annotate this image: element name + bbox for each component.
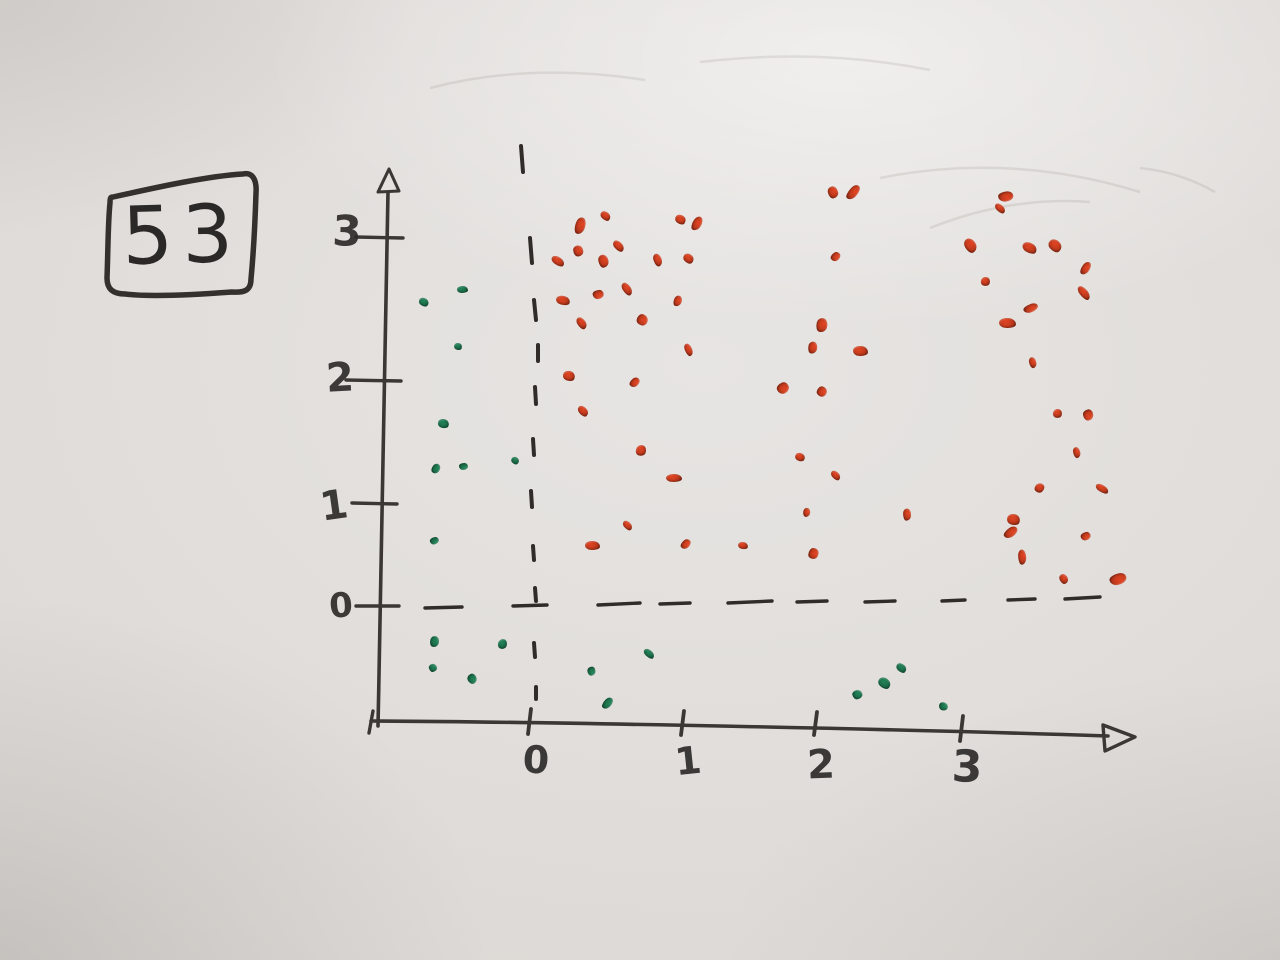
red-data-point <box>852 345 869 358</box>
green-data-point <box>876 674 893 691</box>
smudge-mark <box>1139 166 1216 194</box>
red-data-point <box>620 280 635 297</box>
green-data-point <box>496 637 509 650</box>
red-data-point <box>1001 524 1020 541</box>
red-data-point <box>620 518 634 532</box>
y-axis-ticks <box>344 235 405 608</box>
red-data-point <box>903 508 912 522</box>
red-data-point <box>1057 572 1069 585</box>
red-data-point <box>802 506 812 518</box>
red-data-point <box>829 251 842 263</box>
red-data-point <box>555 293 572 307</box>
green-data-point <box>428 635 441 649</box>
red-data-point <box>627 375 642 390</box>
red-data-point <box>681 251 696 266</box>
red-data-point <box>962 236 980 255</box>
red-data-point <box>815 317 830 334</box>
red-data-point <box>549 254 566 269</box>
red-data-point <box>679 537 693 551</box>
red-data-point <box>573 245 584 258</box>
red-data-point <box>998 316 1017 329</box>
red-data-point <box>1022 301 1040 315</box>
green-data-point <box>458 462 468 470</box>
green-data-point <box>895 661 909 675</box>
red-data-point <box>576 403 591 418</box>
red-data-point <box>634 312 651 328</box>
green-data-point <box>429 462 442 475</box>
red-data-point <box>1027 356 1038 369</box>
red-data-point <box>584 540 600 551</box>
red-data-point <box>737 541 749 551</box>
red-data-point <box>1082 409 1095 422</box>
red-data-point <box>844 183 863 202</box>
red-data-point <box>634 443 648 457</box>
red-data-point <box>1051 407 1064 420</box>
smudge-marks <box>429 55 1216 230</box>
green-data-point <box>852 689 864 701</box>
dashed-vertical-guide-x0 <box>519 144 540 701</box>
green-data-point <box>586 666 596 677</box>
red-data-point <box>1078 260 1093 277</box>
red-data-point <box>688 215 705 234</box>
red-data-point <box>572 216 588 236</box>
green-data-point <box>466 672 479 685</box>
x-axis-start-tick <box>367 709 375 735</box>
red-data-point <box>1079 530 1092 541</box>
red-data-point <box>1076 284 1092 302</box>
red-data-point <box>979 275 992 287</box>
red-data-point <box>682 342 695 358</box>
red-data-point <box>596 254 609 269</box>
red-data-point <box>610 238 626 254</box>
dashed-horizontal-guide-y0 <box>423 595 1102 610</box>
red-data-point <box>666 473 683 483</box>
green-data-point <box>509 455 521 467</box>
red-data-point <box>671 294 684 309</box>
red-data-point <box>599 208 613 223</box>
green-data-point <box>427 663 438 674</box>
green-data-point <box>937 701 949 713</box>
x-axis-ticks <box>526 707 965 743</box>
y-axis-arrowhead-icon <box>376 167 401 194</box>
green-data-point <box>417 295 430 308</box>
red-data-point <box>775 381 791 396</box>
red-data-point <box>1005 511 1022 527</box>
red-data-point <box>1072 446 1082 459</box>
red-data-point <box>1033 481 1047 495</box>
red-data-point <box>574 315 589 331</box>
smudge-mark <box>929 199 1091 230</box>
red-data-point <box>561 368 578 383</box>
red-data-point <box>794 451 807 464</box>
red-data-point <box>806 340 818 354</box>
red-data-point <box>1093 481 1110 496</box>
red-data-point <box>1108 572 1128 587</box>
green-data-point <box>436 417 450 429</box>
red-data-point <box>993 201 1008 216</box>
problem-number-box <box>104 170 259 299</box>
red-data-point <box>1018 549 1027 565</box>
red-data-point <box>673 212 688 227</box>
smudge-mark <box>879 166 1141 194</box>
red-data-point <box>592 289 605 300</box>
red-data-point <box>829 469 843 483</box>
smudge-mark <box>699 55 931 72</box>
green-data-point <box>457 286 469 294</box>
red-data-point <box>1045 236 1064 255</box>
smudge-mark <box>429 71 646 90</box>
x-axis-arrowhead-icon <box>1101 723 1137 753</box>
y-axis-line <box>376 190 390 728</box>
green-data-point <box>641 647 656 661</box>
green-data-point <box>600 695 615 711</box>
red-data-point <box>826 185 839 200</box>
green-data-point <box>429 536 440 546</box>
red-data-point <box>1020 239 1039 257</box>
red-data-point <box>651 252 664 268</box>
red-data-point <box>815 385 830 400</box>
red-data-point <box>806 546 821 562</box>
red-data-point <box>998 191 1015 203</box>
green-data-point <box>453 342 464 353</box>
x-axis-line <box>369 719 1110 738</box>
